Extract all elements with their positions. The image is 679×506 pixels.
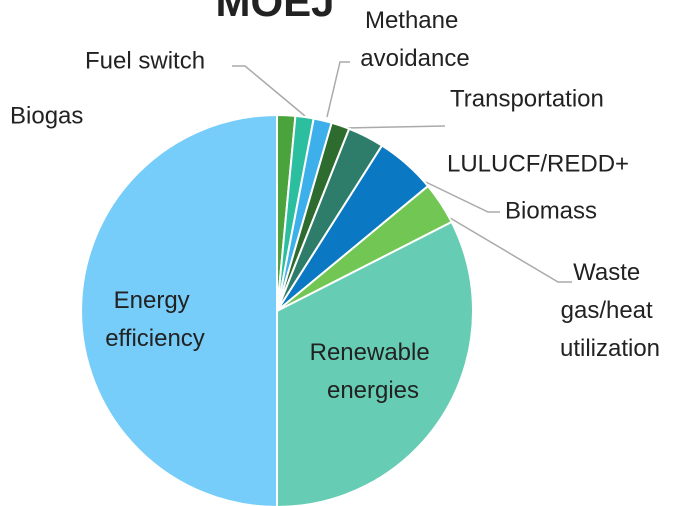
leader-line — [326, 61, 350, 118]
leader-line — [232, 65, 306, 117]
slice-label: Fuel switch — [85, 47, 205, 74]
slice-label: Energy efficiency — [105, 287, 205, 352]
chart-title: MOEJ — [215, 0, 334, 25]
leader-line — [404, 171, 500, 213]
slice-label: Waste gas/heat utilization — [560, 259, 660, 362]
pie-slice — [80, 113, 278, 506]
slice-label: Biogas — [10, 102, 83, 129]
slice-label: Renewable energies — [310, 339, 437, 404]
slice-label: Transportation — [450, 85, 604, 112]
pie-slice — [276, 220, 474, 506]
leader-lines — [232, 61, 572, 283]
slice-label: LULUCF/REDD+ — [447, 150, 629, 177]
leader-line — [344, 125, 446, 129]
slice-label: Methane avoidance — [360, 7, 469, 72]
leader-line — [439, 211, 572, 283]
slice-label: Biomass — [505, 197, 597, 224]
